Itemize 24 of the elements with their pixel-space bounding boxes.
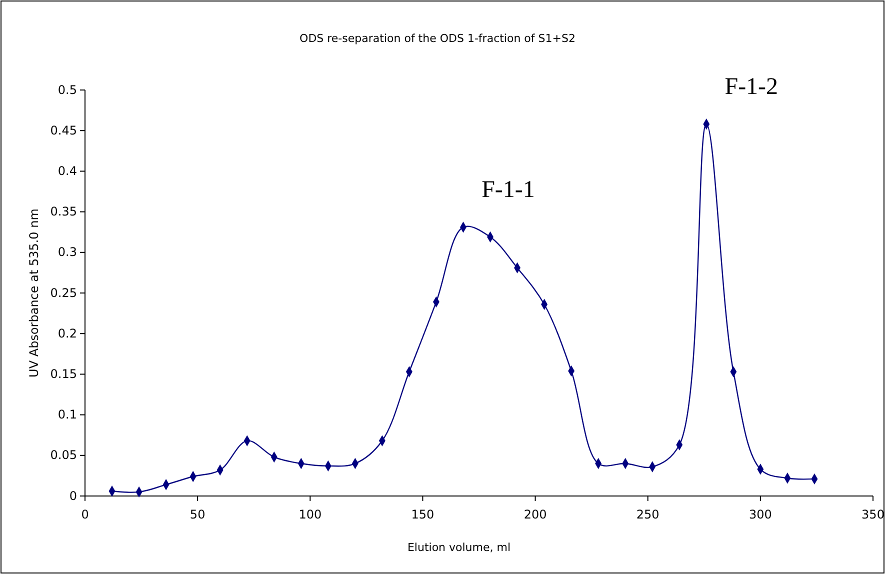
y-tick-label: 0.05 <box>50 448 77 462</box>
y-tick-label: 0 <box>69 488 77 503</box>
annotation: F-1-1 <box>482 177 535 204</box>
x-tick-label: 350 <box>862 507 884 522</box>
chart-title: ODS re-separation of the ODS 1-fraction of S1+S2 <box>300 32 576 45</box>
x-axis-title: Elution volume, ml <box>407 541 511 554</box>
y-tick-label: 0.4 <box>58 164 77 178</box>
x-tick-label: 150 <box>411 507 434 522</box>
x-tick-label: 250 <box>636 507 660 522</box>
annotation: F-1-2 <box>724 74 778 100</box>
x-tick-label: 50 <box>190 507 206 522</box>
x-tick-label: 200 <box>524 507 547 522</box>
y-tick-label: 0.3 <box>58 245 77 260</box>
y-tick-label: 0.5 <box>58 82 77 97</box>
x-tick-label: 300 <box>748 507 772 522</box>
x-tick-label: 100 <box>298 507 322 522</box>
y-tick-label: 0.15 <box>50 367 77 382</box>
y-tick-label: 0.25 <box>50 286 77 300</box>
y-axis-title: UV Absorbance at 535.0 nm <box>27 208 41 378</box>
y-tick-label: 0.45 <box>50 123 77 138</box>
x-tick-label: 0 <box>81 507 89 522</box>
y-tick-label: 0.1 <box>58 408 77 422</box>
y-tick-label: 0.35 <box>50 204 77 219</box>
y-tick-label: 0.2 <box>58 326 77 340</box>
